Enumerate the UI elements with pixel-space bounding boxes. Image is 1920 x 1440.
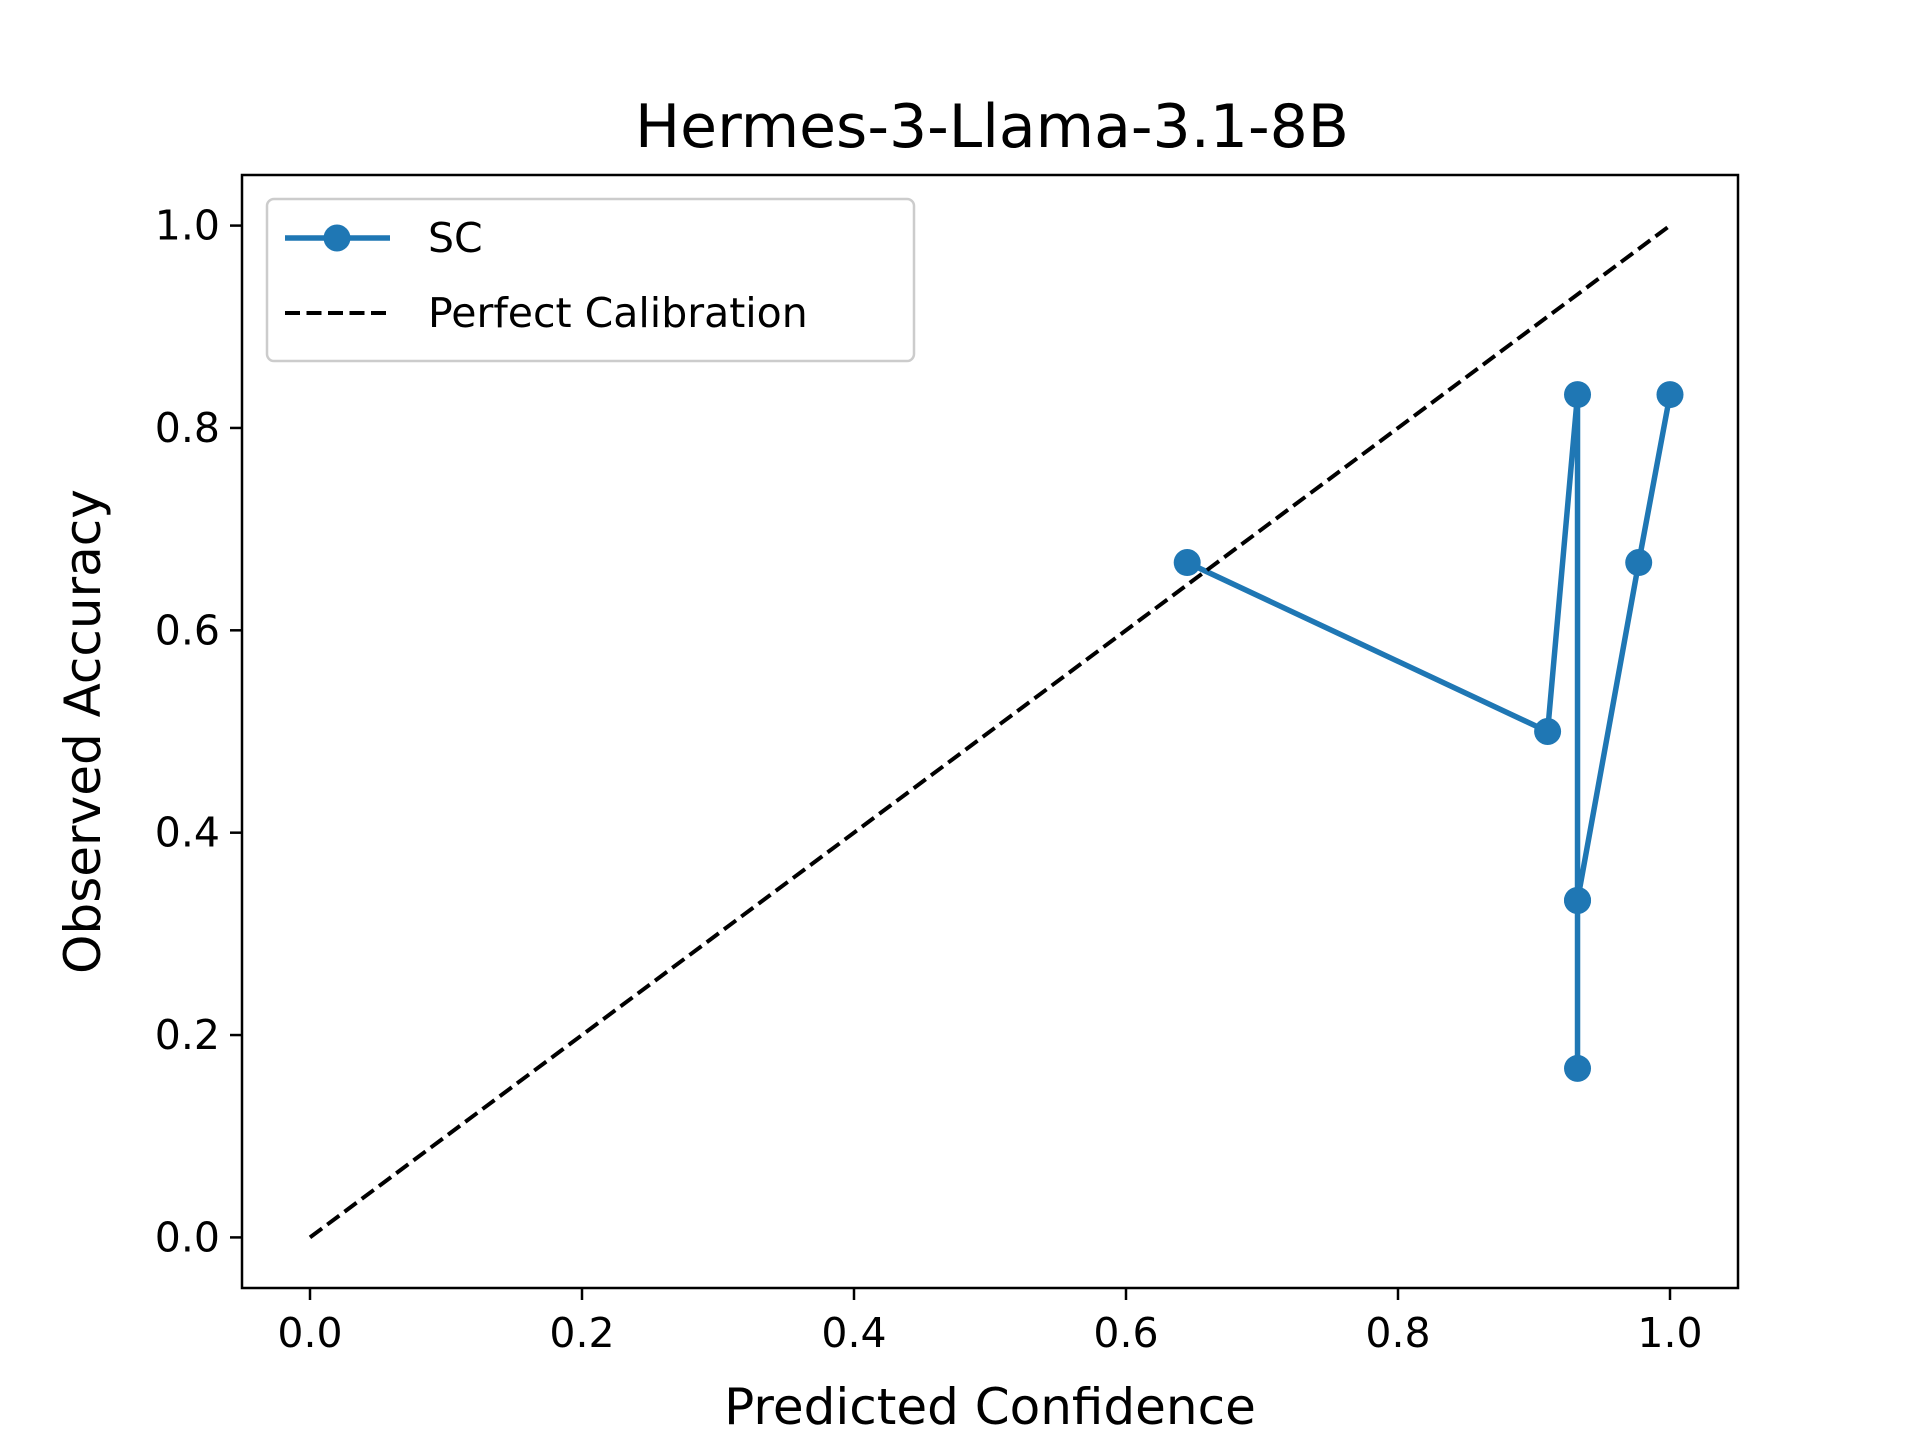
- y-tick-label: 0.4: [155, 809, 220, 857]
- y-tick-label: 1.0: [155, 202, 220, 250]
- legend-frame: [265, 197, 916, 363]
- legend-label: SC: [428, 214, 483, 262]
- sc-series-line: [1183, 391, 1674, 1072]
- x-tick-label: 0.2: [549, 1309, 614, 1357]
- legend-label: Perfect Calibration: [428, 289, 808, 337]
- perfect-calibration-line: [308, 223, 1672, 1240]
- sc-point: [1564, 1054, 1592, 1082]
- legend-marker-sc: [323, 224, 351, 252]
- sc-point: [1173, 549, 1201, 577]
- sc-point: [1656, 381, 1684, 409]
- x-tick-label: 0.8: [1365, 1309, 1430, 1357]
- x-axis-title: Predicted Confidence: [724, 1378, 1256, 1436]
- axes-frame: [240, 173, 1740, 1290]
- plot-area: [308, 223, 1684, 1240]
- x-tick-label: 0.4: [821, 1309, 886, 1357]
- chart-title: Hermes-3-Llama-3.1-8B: [635, 92, 1349, 162]
- sc-point: [1564, 381, 1592, 409]
- y-tick-label: 0.6: [155, 606, 220, 654]
- sc-point: [1534, 718, 1562, 745]
- y-tick-label: 0.8: [155, 404, 220, 452]
- x-tick-label: 1.0: [1637, 1309, 1702, 1357]
- x-tick-label: 0.0: [277, 1309, 342, 1357]
- y-axis-title: Observed Accuracy: [54, 489, 112, 974]
- y-axis: 0.0 0.2 0.4 0.6 0.8 1.0: [155, 202, 242, 1261]
- y-tick-label: 0.0: [155, 1213, 220, 1261]
- x-axis: 0.0 0.2 0.4 0.6 0.8 1.0: [277, 1288, 1703, 1357]
- sc-point: [1625, 549, 1653, 577]
- x-tick-label: 0.6: [1093, 1309, 1158, 1357]
- sc-point: [1564, 886, 1592, 914]
- legend: SC Perfect Calibration: [265, 197, 916, 363]
- y-tick-label: 0.2: [155, 1011, 220, 1059]
